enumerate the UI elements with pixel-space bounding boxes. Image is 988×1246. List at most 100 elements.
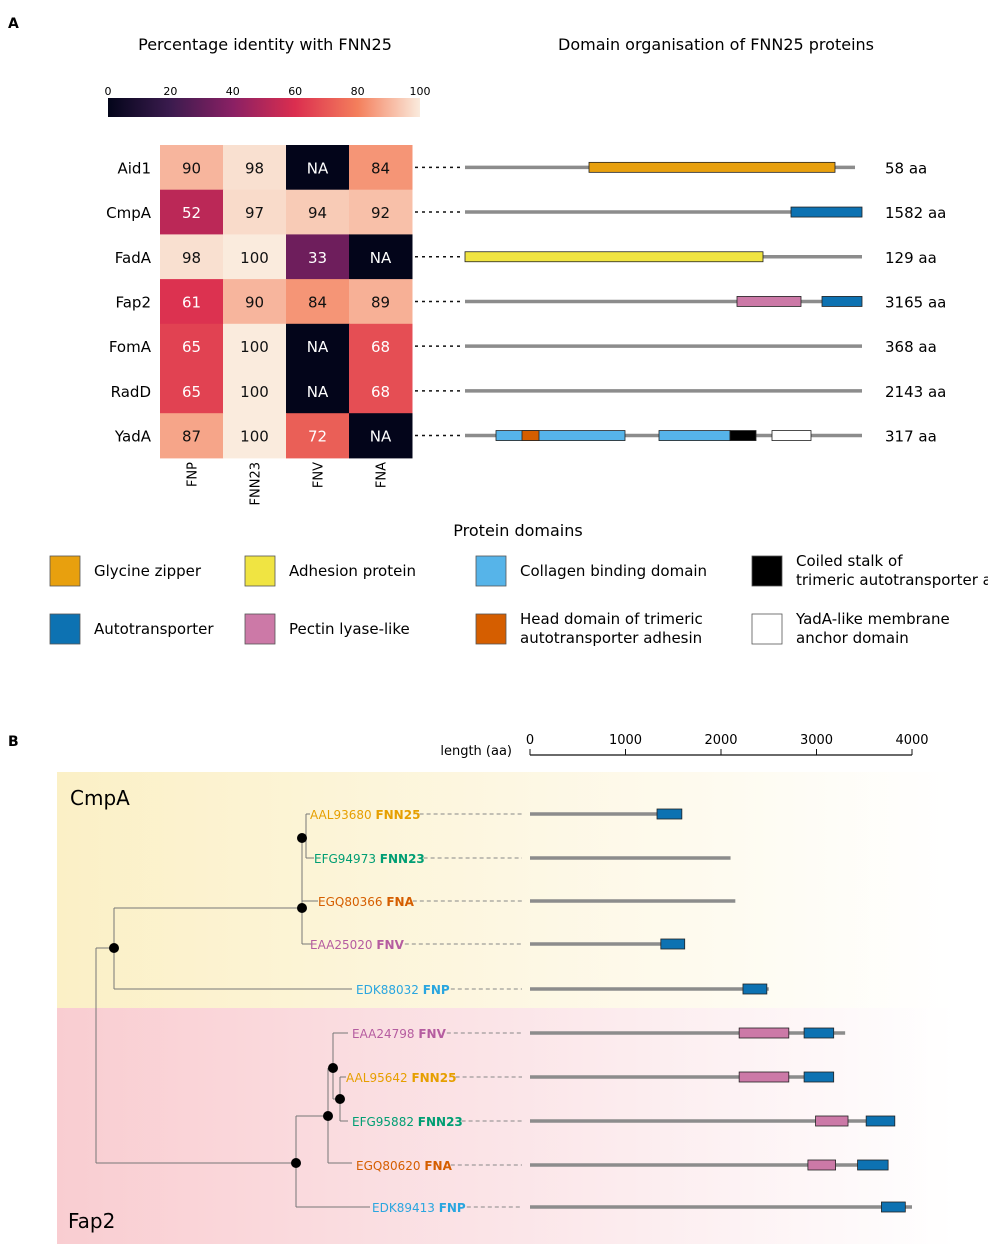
- leaf-domain-box: [857, 1159, 889, 1171]
- tree-node: [297, 903, 307, 913]
- domain-organisation: 58 aa 1582 aa 129 aa 3165 aa 368 aa 2143 aa 31…: [415, 159, 946, 446]
- axis-tick-label: 3000: [800, 733, 833, 748]
- domain-box: [729, 430, 757, 441]
- domain-box: [821, 296, 863, 307]
- protein-length-label: 3165 aa: [885, 293, 946, 311]
- heatmap-cell-value: 33: [308, 249, 327, 267]
- leaf-label: EDK88032 FNP: [356, 983, 450, 997]
- colorbar: [108, 98, 420, 117]
- heatmap-cell-value: 84: [371, 159, 390, 177]
- protein-length-label: 2143 aa: [885, 383, 946, 401]
- heatmap-column-label: FNV: [312, 462, 327, 488]
- leaf-label: AAL95642 FNN25: [346, 1071, 456, 1085]
- domain-title: Domain organisation of FNN25 proteins: [558, 35, 874, 54]
- fap2-clade-background: [57, 1008, 955, 1244]
- heatmap-cell: [349, 145, 413, 191]
- leaf-domain-box: [738, 1027, 790, 1039]
- leaf-label: EFG95882 FNN23: [352, 1115, 463, 1129]
- leaf-domain-box: [803, 1027, 835, 1039]
- heatmap-cell: [223, 189, 287, 235]
- legend-label: Glycine zipper: [94, 562, 202, 580]
- domain-box: [736, 296, 802, 307]
- heatmap-cell-value: 89: [371, 293, 390, 311]
- heatmap-column-label: FNN23: [249, 462, 264, 505]
- legend-swatch: [244, 613, 276, 645]
- tree-node: [297, 833, 307, 843]
- heatmap-row-label: YadA: [114, 428, 152, 446]
- legend-title: Protein domains: [453, 521, 582, 540]
- heatmap-cell: [286, 189, 350, 235]
- tree-node: [335, 1094, 345, 1104]
- leaf-domain-box: [807, 1159, 837, 1171]
- domain-box: [588, 161, 836, 173]
- heatmap-title: Percentage identity with FNN25: [138, 35, 392, 54]
- heatmap-cell-value: 52: [182, 204, 201, 222]
- legend-label: Head domain of trimeric autotransporter a…: [520, 610, 703, 647]
- leaf-domain-box: [881, 1201, 906, 1213]
- heatmap-cell-value: NA: [370, 428, 392, 446]
- colorbar-tick-label: 80: [351, 85, 365, 98]
- heatmap-row-label: FadA: [115, 249, 152, 267]
- heatmap-cell-value: 72: [308, 428, 327, 446]
- heatmap-cell-value: 98: [182, 249, 201, 267]
- protein-length-label: 58 aa: [885, 159, 927, 177]
- legend-label: Autotransporter: [94, 620, 214, 638]
- domain-box: [495, 430, 626, 441]
- heatmap-cell: [286, 368, 350, 414]
- heatmap-cell: [160, 323, 224, 369]
- legend-swatch: [751, 555, 783, 587]
- leaf-label: EGQ80366 FNA: [318, 895, 415, 909]
- legend-label: Adhesion protein: [289, 562, 416, 580]
- colorbar-tick-label: 40: [226, 85, 240, 98]
- legend-label: Coiled stalk of trimeric autotransporter …: [796, 552, 988, 589]
- leaf-label: EFG94973 FNN23: [314, 852, 425, 866]
- heatmap-cell: [160, 413, 224, 459]
- heatmap-cell: [286, 145, 350, 191]
- colorbar-tick-label: 60: [288, 85, 302, 98]
- protein-domains-legend: Glycine zipper Adhesion protein Collagen b…: [49, 552, 988, 647]
- heatmap-cell-value: 90: [182, 159, 201, 177]
- leaf-domain-box: [656, 808, 683, 820]
- heatmap-cell-value: 92: [371, 204, 390, 222]
- heatmap-row-label: FomA: [109, 338, 152, 356]
- fap2-group-label: Fap2: [68, 1209, 115, 1233]
- colorbar-tick-label: 0: [105, 85, 112, 98]
- leaf-domain-box: [865, 1115, 896, 1127]
- tree-node: [109, 943, 119, 953]
- colorbar-tick-label: 20: [163, 85, 177, 98]
- heatmap-row-label: Fap2: [115, 293, 151, 311]
- leaf-domain-box: [738, 1071, 790, 1083]
- leaf-domain-box: [742, 983, 768, 995]
- heatmap-cell: [349, 413, 413, 459]
- tree-leaves: AAL93680 FNN25 EFG94973 FNN23 EGQ80366 FNA…: [310, 808, 912, 1215]
- heatmap-cell-value: 90: [245, 293, 264, 311]
- tree-node: [323, 1111, 333, 1121]
- domain-box: [521, 430, 540, 441]
- heatmap-cell-value: NA: [307, 338, 329, 356]
- axis-tick-label: 2000: [704, 733, 737, 748]
- heatmap-cell: [223, 323, 287, 369]
- heatmap-cell: [160, 189, 224, 235]
- protein-length-label: 129 aa: [885, 249, 937, 267]
- heatmap-cell-value: 100: [240, 338, 269, 356]
- legend-swatch: [475, 613, 507, 645]
- heatmap-cell: [286, 234, 350, 280]
- colorbar-ticks: 0 20 40 60 80 100: [105, 85, 431, 98]
- legend-swatch: [244, 555, 276, 587]
- heatmap-cell: [349, 323, 413, 369]
- tree-nodes: [109, 833, 345, 1168]
- heatmap-cell-value: 68: [371, 383, 390, 401]
- heatmap-cell: [160, 234, 224, 280]
- heatmap-cell: [223, 368, 287, 414]
- cmpa-clade-background: [57, 772, 955, 1008]
- heatmap-cell: [223, 413, 287, 459]
- heatmap-cell-value: 84: [308, 293, 327, 311]
- leaf-label: AAL93680 FNN25: [310, 808, 420, 822]
- heatmap-cell: [223, 279, 287, 325]
- heatmap-cell: [349, 279, 413, 325]
- panel-b-label: B: [8, 734, 19, 750]
- leaf-domain-box: [660, 938, 686, 950]
- heatmap-row-label: Aid1: [118, 159, 152, 177]
- legend-swatch: [49, 555, 81, 587]
- heatmap-cell-value: 98: [245, 159, 264, 177]
